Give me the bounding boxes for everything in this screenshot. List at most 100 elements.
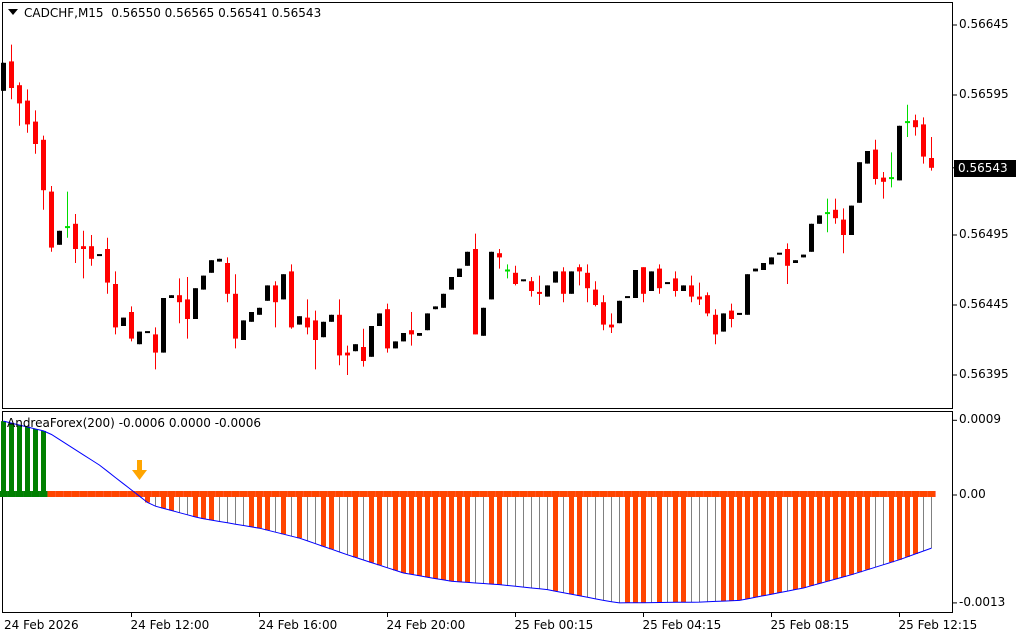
candle [209,260,214,273]
candle-body [273,285,278,303]
candle [665,282,670,285]
zero-level-block [519,491,528,497]
candle [65,191,70,238]
candle-body [889,177,894,180]
histogram-bar-orange [721,495,726,602]
candle [833,198,838,224]
zero-level-block [871,491,880,497]
histogram-bar-up [1,421,6,495]
candle [625,296,630,299]
candle-body [409,330,414,335]
zero-level-block [31,491,40,497]
candle [825,198,830,233]
candle [401,333,406,342]
candle [897,125,902,181]
ohlc-low: 0.56541 [218,6,268,20]
candle-body [345,352,350,356]
zero-level-block [135,491,144,497]
histogram-bar-orange [657,495,662,603]
candle [697,282,702,305]
candle [713,309,718,345]
zero-level-block [511,491,520,497]
candle [249,312,254,322]
candle [425,313,430,331]
candle [353,344,358,352]
histogram-bar-orange [369,495,374,563]
candle-body [169,295,174,298]
zero-level-block [599,491,608,497]
candle-body [441,293,446,308]
histogram-bar-orange [729,495,734,601]
zero-level-block [183,491,192,497]
candle-body [489,251,494,300]
zero-level-block [327,491,336,497]
histogram-bar-orange [417,495,422,576]
zero-level-block [439,491,448,497]
candle-body [505,269,510,272]
candle-body [785,249,790,266]
time-label: 25 Feb 08:15 [770,618,850,632]
zero-level-block [703,491,712,497]
candle-body [673,278,678,291]
candles-layer [1,44,934,375]
candle-body [113,284,118,328]
candle-body [289,271,294,328]
candle [289,264,294,329]
candle [809,223,814,252]
candle-body [713,314,718,335]
candle-body [297,316,302,325]
candle-body [25,100,30,125]
histogram-bar-orange [857,495,862,573]
candle-body [337,314,342,356]
candle-body [617,300,622,324]
zero-level-block [343,491,352,497]
zero-level-block [455,491,464,497]
candle [409,312,414,346]
main-chart-frame [2,2,953,409]
candle-body [121,317,126,326]
dropdown-triangle-icon[interactable] [8,9,18,15]
zero-level-block [199,491,208,497]
candle-body [809,223,814,252]
candle [849,205,854,235]
candle [585,264,590,303]
candle [81,230,86,279]
candle [465,251,470,266]
zero-level-block [95,491,104,497]
zero-level-block [151,491,160,497]
candle-body [873,149,878,179]
zero-level-block [159,491,168,497]
histogram-bar-orange [281,495,286,535]
price-label: 0.56495 [959,227,1009,241]
candle-body [401,333,406,342]
indicator-axis-label: 0.0009 [959,412,1001,427]
histogram-bar-orange [377,495,382,566]
candle [193,288,198,319]
candle [281,274,286,300]
histogram-bar-orange [737,495,742,601]
candle [641,267,646,303]
candle-body [593,289,598,305]
candle [161,298,166,353]
candle-body [817,215,822,224]
price-label: 0.56595 [959,87,1009,101]
zero-level-block [815,491,824,497]
candle [889,152,894,188]
candle [913,114,918,136]
candle-body [9,61,14,88]
candle-body [777,252,782,255]
zero-level-block [527,491,536,497]
zero-level-block [807,491,816,497]
histogram-bar-orange [905,495,910,557]
candle [297,316,302,325]
zero-level-block [839,491,848,497]
candle-body [129,312,134,339]
zero-level-block [423,491,432,497]
histogram-bar-orange [577,495,582,596]
histogram-bar-orange [353,495,358,558]
candle [609,313,614,333]
zero-level-block [711,491,720,497]
candle-body [577,267,582,272]
candle [705,292,710,317]
